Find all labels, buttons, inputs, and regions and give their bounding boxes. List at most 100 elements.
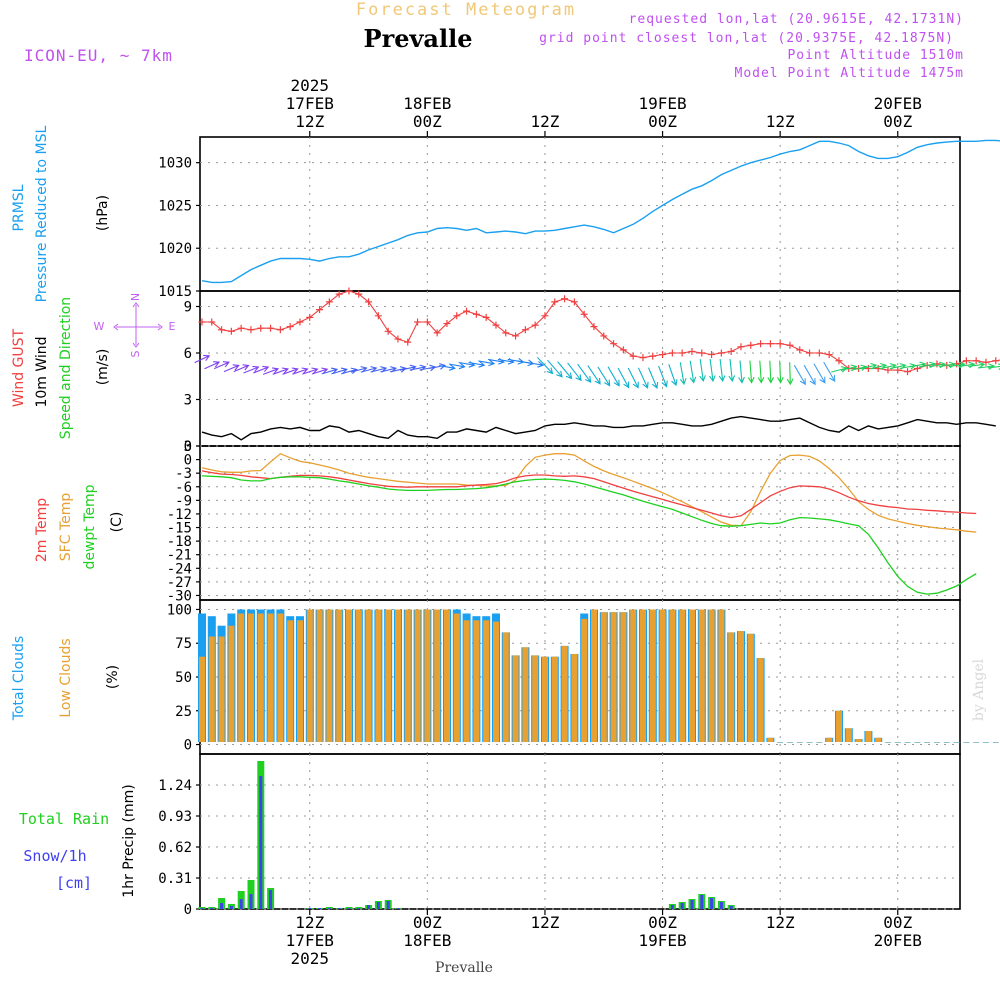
wind-arrow [786,362,794,386]
ytick-label: 0.93 [158,809,192,825]
wind-arrow [547,359,563,378]
gust-marker [453,312,461,320]
ytick-label: 1020 [158,241,192,257]
total-rain-label: Total Rain [19,810,109,828]
wind-arrow [637,367,649,389]
low-cloud-bar [218,636,225,742]
snow-label: Snow/1h [23,847,86,865]
gust-marker [394,335,402,343]
ytick-label: 0 [184,738,192,754]
low-cloud-bar [845,728,852,742]
low-cloud-bar [228,625,235,742]
bottom-time-label: 19FEB [638,931,686,950]
pressure-line [201,139,1000,284]
gust-marker [766,340,774,348]
gust-marker [384,327,392,335]
gust-marker [649,352,657,360]
low-cloud-bar [542,656,548,742]
low-cloud-bar [248,613,254,742]
wind-arrow [390,366,407,373]
wind-arrow [204,361,221,370]
pressure-panel: 1015 1020 1025 1030 [158,136,1000,300]
low-cloud-bar [640,609,646,742]
wind-arrow [478,359,496,367]
low-cloud-bar [336,609,343,742]
top-time-label: 17FEB [286,94,334,113]
wind-arrow [699,359,706,383]
low-cloud-bar [316,609,323,742]
low-cloud-bar [375,609,382,742]
low-cloud-bar [395,609,401,742]
low-cloud-bar [551,656,558,742]
low-cloud-bar [404,609,411,742]
wind-arrow [223,364,240,373]
bottom-time-label: 17FEB [286,931,334,950]
low-cloud-bar [267,613,274,742]
bottom-time-label: 00Z [883,913,912,932]
gridpoint-coords: grid point closest lon,lat (20.9375E, 42… [539,31,954,46]
ytick-label: 1.24 [158,778,192,794]
gust-marker [276,326,284,334]
ytick-label: 0.31 [158,871,192,887]
pressure-label-long: Pressure Reduced to MSL [34,125,50,302]
wind-arrow [718,359,726,383]
top-time-label: 12Z [295,112,324,131]
low-cloud-bar [738,631,744,742]
top-time-label: 12Z [531,112,560,131]
gust-marker [463,307,471,315]
low-cloud-bar [522,647,529,742]
gust-marker [610,340,618,348]
low-cloud-bar [512,655,519,742]
wind-arrow [448,362,466,370]
wind-direction-label: Speed and Direction [58,297,74,439]
wind-arrow [311,367,329,375]
low-cloud-bar [208,636,215,742]
compass-west: W [94,320,105,333]
temp-units: (C) [109,512,125,533]
snow-bar [229,906,233,909]
gust-marker [913,365,921,372]
ytick-label: -24 [167,561,192,577]
gust-marker [962,357,970,365]
snow-bar [259,776,263,909]
low-cloud-bar [346,609,352,742]
gust-marker [355,290,363,298]
wind-arrow [738,360,745,384]
ytick-label: 75 [175,636,192,652]
gust-marker [757,340,765,348]
wind-arrow [350,366,368,373]
bottom-time-label: 2025 [290,949,329,968]
gust-marker [404,338,412,346]
low-cloud-bar [581,618,588,742]
ytick-label: 1030 [158,156,192,172]
gust-marker [815,349,823,357]
precip-frame [199,753,961,910]
precip-axis-label: 1hr Precip (mm) [121,784,137,897]
gust-marker [492,321,500,329]
low-cloud-bar [365,609,372,742]
wind-arrow [823,361,836,383]
compass-arrows [113,302,163,348]
low-cloud-bar [277,613,284,742]
gust-marker [708,351,716,359]
wind-arrow [679,362,687,386]
gust-marker [521,326,529,334]
ytick-label: 100 [167,602,192,618]
point-altitude: Point Altitude 1510m [787,48,964,63]
gust-marker [835,357,843,365]
ytick-label: -30 [167,588,192,604]
cloud-units: (%) [105,665,121,689]
low-cloud-bar [610,612,617,742]
low-cloud-bar [502,632,509,742]
panels: 1015102010251030036930-3-6-9-12-15-18-21… [158,136,1000,918]
snow-bar [200,908,204,909]
gust-marker [296,318,304,326]
gust-marker [267,324,275,332]
low-cloud-bar [473,620,480,742]
snow-bar [308,908,312,909]
low-cloud-bar [865,731,872,742]
top-time-label: 2025 [290,76,329,95]
